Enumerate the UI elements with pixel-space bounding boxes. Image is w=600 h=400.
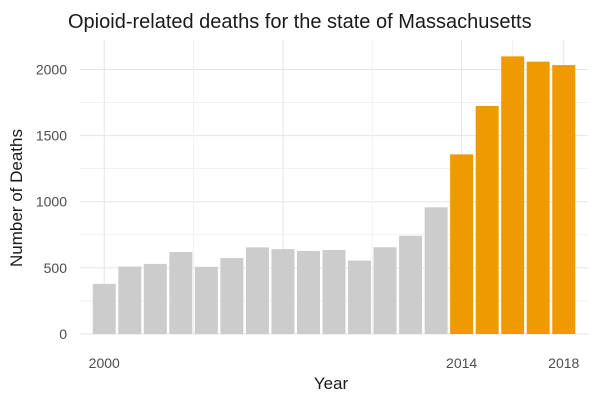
y-axis-ticks: 0 500 1000 1500 2000	[36, 61, 67, 342]
bar-2000	[92, 283, 116, 334]
bar-2016	[501, 56, 525, 334]
bar-2009	[322, 250, 346, 334]
y-tick-label: 2000	[36, 61, 67, 77]
bar-2015	[475, 105, 499, 334]
bar-2005	[220, 258, 244, 334]
bar-2017	[526, 61, 550, 335]
bar-2013	[424, 207, 448, 334]
y-tick-label: 500	[44, 260, 68, 276]
y-tick-label: 1500	[36, 128, 67, 144]
bar-2004	[194, 266, 218, 334]
bars	[92, 56, 576, 335]
chart-title: Opioid-related deaths for the state of M…	[68, 11, 532, 33]
bar-2012	[399, 235, 423, 334]
y-tick-label: 0	[59, 326, 67, 342]
y-axis-label: Number of Deaths	[7, 129, 26, 267]
x-tick-label: 2014	[446, 355, 477, 371]
bar-2018	[552, 65, 576, 335]
bar-2003	[169, 251, 193, 334]
bar-2014	[450, 154, 474, 334]
x-tick-label: 2018	[548, 355, 579, 371]
bar-2007	[271, 249, 295, 334]
x-axis-label: Year	[314, 374, 349, 393]
bar-2008	[296, 250, 320, 334]
bar-2002	[143, 263, 167, 334]
bar-2006	[245, 247, 269, 334]
y-tick-label: 1000	[36, 194, 67, 210]
bar-2011	[373, 247, 397, 334]
x-tick-label: 2000	[89, 355, 120, 371]
bar-2010	[348, 260, 372, 334]
x-axis-ticks: 2000 2014 2018	[89, 355, 580, 371]
bar-2001	[118, 266, 142, 334]
